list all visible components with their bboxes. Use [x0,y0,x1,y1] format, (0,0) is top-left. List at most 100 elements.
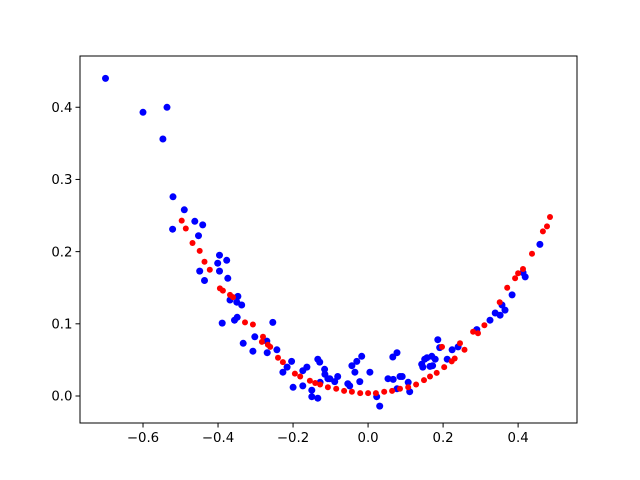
data-point-noisy-samples [263,349,271,357]
series-noisy-samples [102,74,544,410]
data-point-noisy-samples [486,316,494,324]
data-point-noisy-samples [224,274,232,282]
data-point-model-fit [206,266,213,273]
data-point-model-fit [341,387,348,394]
data-point-noisy-samples [216,251,223,259]
data-point-noisy-samples [218,319,226,327]
data-points-layer [102,74,553,410]
data-point-noisy-samples [239,339,247,347]
data-point-noisy-samples [163,103,171,111]
y-tick-label: 0.1 [51,318,72,333]
data-point-noisy-samples [195,232,202,240]
data-point-model-fit [397,385,403,392]
x-tick-label: −0.2 [277,431,309,446]
data-point-noisy-samples [331,378,339,386]
data-point-model-fit [275,354,281,361]
data-point-noisy-samples [139,108,147,116]
data-point-model-fit [317,381,324,388]
y-axis: 0.0 0.1 0.2 0.3 0.4 [51,101,80,405]
data-point-model-fit [470,328,477,335]
data-point-noisy-samples [191,217,199,225]
data-point-model-fit [258,338,265,345]
data-point-model-fit [529,250,535,257]
data-point-model-fit [520,266,526,272]
data-point-noisy-samples [389,353,397,361]
data-point-noisy-samples [404,378,412,386]
data-point-noisy-samples [356,378,364,386]
data-point-model-fit [504,284,511,291]
data-point-noisy-samples [283,363,291,371]
series-model-fit [178,214,553,397]
data-point-model-fit [451,355,458,362]
data-point-noisy-samples [389,375,397,383]
data-point-model-fit [306,377,313,384]
plot-area [79,55,578,424]
x-tick-label: −0.4 [202,431,234,446]
y-tick-label: 0.4 [51,101,72,116]
data-point-noisy-samples [358,352,366,360]
data-point-noisy-samples [102,74,109,82]
data-point-model-fit [515,270,522,277]
data-point-model-fit [279,359,286,366]
data-point-noisy-samples [353,357,361,365]
data-point-noisy-samples [249,347,257,355]
data-point-model-fit [189,240,196,246]
data-point-noisy-samples [303,363,311,371]
data-point-noisy-samples [496,311,504,319]
data-point-noisy-samples [398,373,406,380]
data-point-model-fit [457,340,463,347]
x-tick-label: 0.4 [508,431,529,446]
data-point-noisy-samples [314,394,322,402]
data-point-noisy-samples [426,362,434,370]
data-point-noisy-samples [348,362,356,370]
data-point-noisy-samples [251,333,259,341]
data-point-noisy-samples [169,193,177,201]
data-point-model-fit [413,381,420,388]
data-point-noisy-samples [180,206,188,214]
data-point-noisy-samples [393,349,401,357]
data-point-noisy-samples [169,225,177,233]
data-point-model-fit [496,299,503,306]
y-tick-label: 0.0 [51,390,72,405]
x-tick-label: 0.2 [433,431,454,446]
data-point-noisy-samples [273,346,281,354]
data-point-model-fit [461,346,468,353]
data-point-model-fit [178,217,185,224]
data-point-model-fit [333,385,340,392]
data-point-noisy-samples [231,316,238,324]
data-point-noisy-samples [431,355,439,363]
data-point-model-fit [475,330,481,337]
data-point-noisy-samples [321,365,329,373]
data-point-noisy-samples [279,368,287,376]
data-point-noisy-samples [201,277,208,284]
data-point-noisy-samples [234,292,242,300]
data-point-noisy-samples [269,318,277,326]
data-point-model-fit [219,287,226,294]
data-point-noisy-samples [384,375,392,383]
data-point-noisy-samples [308,393,316,401]
data-point-noisy-samples [199,221,207,229]
data-point-noisy-samples [216,267,223,275]
data-point-noisy-samples [508,291,516,299]
data-point-model-fit [547,214,553,220]
data-point-model-fit [421,377,427,384]
data-point-model-fit [260,333,266,340]
data-point-model-fit [405,384,412,391]
data-point-model-fit [381,388,388,395]
x-tick-label: 0.0 [357,431,378,446]
data-point-noisy-samples [299,382,307,390]
data-point-model-fit [544,223,550,230]
data-point-model-fit [196,247,203,254]
x-axis: −0.6 −0.4 −0.2 0.0 0.2 0.4 [127,423,529,446]
data-point-noisy-samples [196,267,204,275]
data-point-model-fit [242,319,248,326]
data-point-model-fit [267,343,274,350]
data-point-noisy-samples [214,259,222,267]
data-point-model-fit [291,370,298,377]
data-point-model-fit [249,321,256,328]
data-point-noisy-samples [289,383,297,391]
data-point-noisy-samples [448,346,456,354]
data-point-noisy-samples [308,386,316,394]
data-point-model-fit [312,380,319,386]
